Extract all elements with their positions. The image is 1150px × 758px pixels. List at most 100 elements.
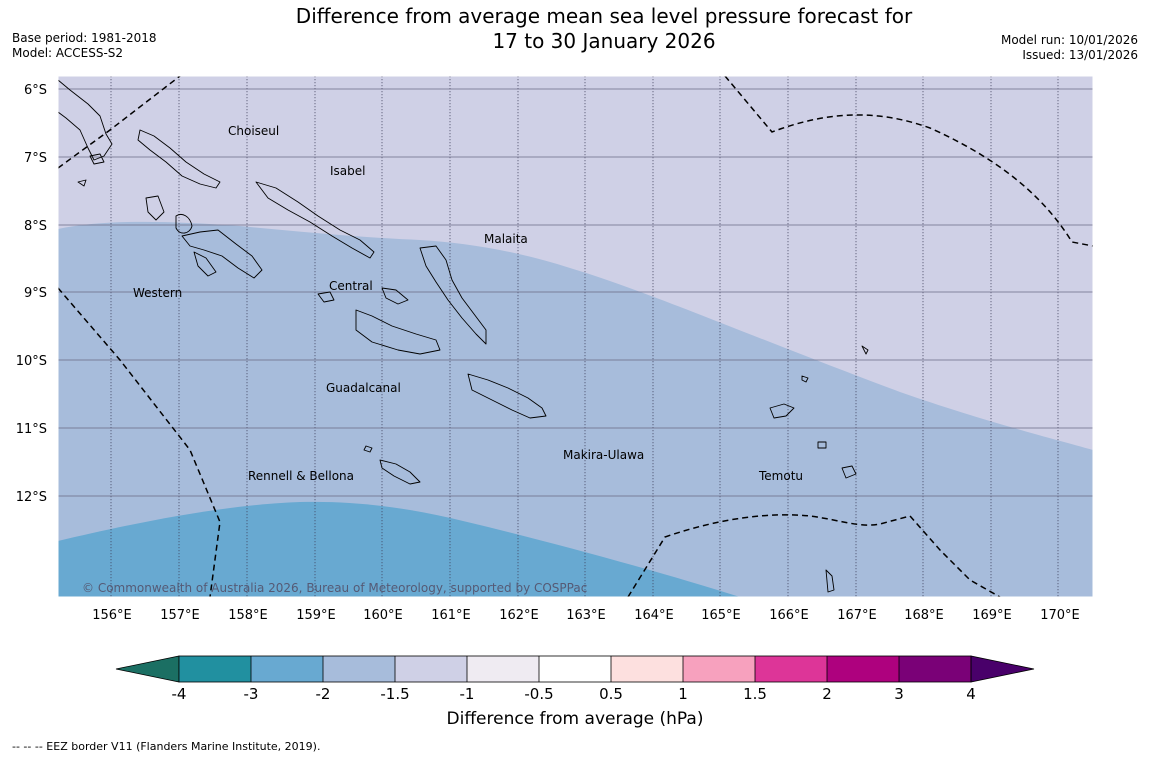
province-label-rennell-bellona: Rennell & Bellona xyxy=(248,469,354,483)
colorbar-tick-label: -1 xyxy=(460,685,475,700)
province-label-central: Central xyxy=(329,279,373,293)
island-vella-lavella xyxy=(145,195,165,221)
island-santa-cruz xyxy=(769,403,795,419)
meta-left: Base period: 1981-2018 Model: ACCESS-S2 xyxy=(12,31,157,61)
island-russell xyxy=(381,287,409,305)
lon-label: 168°E xyxy=(904,608,944,623)
province-label-makira-ulawa: Makira-Ulawa xyxy=(563,448,644,462)
title-line-1: Difference from average mean sea level p… xyxy=(295,4,913,28)
colorbar-label: Difference from average (hPa) xyxy=(446,709,704,729)
base-period: Base period: 1981-2018 xyxy=(12,31,157,45)
lon-label: 162°E xyxy=(499,608,539,623)
map-figure: © Commonwealth of Australia 2026, Bureau… xyxy=(16,75,1094,700)
island-small-west xyxy=(77,179,87,187)
latitude-lines xyxy=(58,88,1093,497)
colorbar-arrow-high xyxy=(970,655,1035,683)
lon-label: 164°E xyxy=(634,608,674,623)
province-label-isabel: Isabel xyxy=(330,164,365,178)
model-name: Model: ACCESS-S2 xyxy=(12,46,124,60)
lon-label: 158°E xyxy=(228,608,268,623)
colorbar-outline xyxy=(178,655,972,683)
colorbar-swatch xyxy=(395,656,467,682)
lon-label: 163°E xyxy=(566,608,606,623)
colorbar: -4 -3 -2 -1.5 -1 -0.5 0.5 1 1.5 2 3 4 xyxy=(115,655,1035,700)
colorbar-tick-label: 3 xyxy=(894,685,904,700)
colorbar-swatch xyxy=(539,656,611,682)
island-rennell xyxy=(379,459,421,485)
province-label-temotu: Temotu xyxy=(758,469,803,483)
lat-label: 10°S xyxy=(16,354,47,369)
issued-date: Issued: 13/01/2026 xyxy=(1022,48,1138,62)
lon-label: 165°E xyxy=(701,608,741,623)
island-ontong xyxy=(861,345,869,355)
map-canvas: © Commonwealth of Australia 2026, Bureau… xyxy=(58,76,1093,597)
page-title: Difference from average mean sea level p… xyxy=(0,4,1150,54)
colorbar-tick-label: -3 xyxy=(244,685,259,700)
colorbar-swatch xyxy=(179,656,251,682)
lon-label: 166°E xyxy=(769,608,809,623)
island-guadalcanal xyxy=(355,309,441,355)
colorbar-swatch xyxy=(251,656,323,682)
meta-right: Model run: 10/01/2026 Issued: 13/01/2026 xyxy=(1001,33,1138,63)
province-label-choiseul: Choiseul xyxy=(228,124,279,138)
colorbar-swatch xyxy=(611,656,683,682)
island-malaita xyxy=(419,245,487,345)
province-labels: Choiseul Isabel Malaita Western Central … xyxy=(133,124,803,483)
province-label-guadalcanal: Guadalcanal xyxy=(326,381,401,395)
latitude-labels: 6°S 7°S 8°S 9°S 10°S 11°S 12°S xyxy=(16,83,47,505)
island-new-georgia xyxy=(175,214,193,234)
copyright-notice: © Commonwealth of Australia 2026, Bureau… xyxy=(82,581,587,595)
lat-label: 7°S xyxy=(24,151,47,166)
longitude-labels: 156°E 157°E 158°E 159°E 160°E 161°E 162°… xyxy=(92,608,1080,623)
colorbar-swatch xyxy=(899,656,971,682)
colorbar-tick-label: -4 xyxy=(172,685,187,700)
lat-label: 9°S xyxy=(24,286,47,301)
island-makira xyxy=(467,373,547,419)
colorbar-swatch xyxy=(467,656,539,682)
lat-label: 11°S xyxy=(16,422,47,437)
lon-label: 157°E xyxy=(160,608,200,623)
lon-label: 167°E xyxy=(837,608,877,623)
lon-label: 169°E xyxy=(972,608,1012,623)
island-bellona xyxy=(363,445,373,453)
colorbar-tick-label: -0.5 xyxy=(524,685,553,700)
anomaly-band-minus3-to-minus2 xyxy=(58,501,740,597)
island-bougainville xyxy=(58,79,113,161)
lon-label: 161°E xyxy=(431,608,471,623)
lat-label: 6°S xyxy=(24,83,47,98)
colorbar-tick-label: 1.5 xyxy=(743,685,767,700)
lon-label: 156°E xyxy=(92,608,132,623)
model-run: Model run: 10/01/2026 xyxy=(1000,33,1138,47)
islands xyxy=(58,79,869,593)
colorbar-tick-label: -1.5 xyxy=(380,685,409,700)
province-label-malaita: Malaita xyxy=(484,232,528,246)
colorbar-swatch xyxy=(755,656,827,682)
colorbar-tick-label: 4 xyxy=(966,685,976,700)
colorbar-tick-label: 0.5 xyxy=(599,685,623,700)
lon-label: 160°E xyxy=(363,608,403,623)
colorbar-swatch xyxy=(683,656,755,682)
colorbar-swatch xyxy=(323,656,395,682)
island-shortland xyxy=(89,153,105,165)
island-utupua xyxy=(817,441,827,449)
colorbar-arrow-low xyxy=(115,655,180,683)
colorbar-tick-label: 1 xyxy=(678,685,688,700)
lon-label: 170°E xyxy=(1040,608,1080,623)
island-vanikoro xyxy=(841,465,857,479)
island-isabel xyxy=(255,181,375,259)
map-frame xyxy=(57,75,1094,598)
colorbar-ticks: -4 -3 -2 -1.5 -1 -0.5 0.5 1 1.5 2 3 4 xyxy=(172,685,976,700)
eez-footnote: -- -- -- EEZ border V11 (Flanders Marine… xyxy=(12,740,321,753)
island-ranongga xyxy=(193,251,217,277)
island-reef xyxy=(801,375,809,383)
island-tikopia xyxy=(825,569,835,593)
island-florida xyxy=(317,291,335,303)
island-choiseul xyxy=(137,129,221,189)
lat-label: 12°S xyxy=(16,490,47,505)
title-line-2: 17 to 30 January 2026 xyxy=(492,29,716,53)
island-new-georgia-main xyxy=(181,229,263,279)
colorbar-swatch xyxy=(827,656,899,682)
colorbar-tick-label: 2 xyxy=(822,685,832,700)
lon-label: 159°E xyxy=(296,608,336,623)
colorbar-tick-label: -2 xyxy=(316,685,331,700)
